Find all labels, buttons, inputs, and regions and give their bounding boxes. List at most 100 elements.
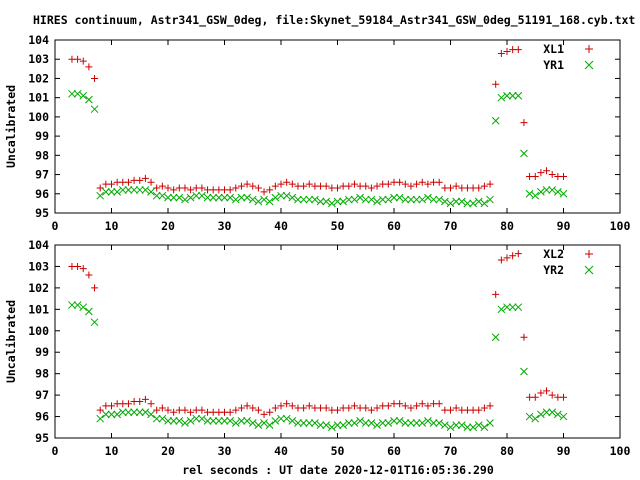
data-point [440,421,449,429]
x-tick-label: 40 [274,219,288,233]
data-point [435,195,444,204]
data-point [553,410,562,419]
data-point [497,305,506,314]
data-point [446,199,455,208]
data-point [520,119,528,127]
data-point [457,197,466,206]
data-point [91,284,99,292]
data-point [548,391,556,399]
data-point [480,199,489,208]
data-point [249,404,257,412]
data-point [531,191,540,200]
data-point [232,184,240,192]
data-point [135,408,144,417]
data-point [266,408,274,416]
data-point [514,46,522,54]
data-point [356,193,364,202]
data-point [492,290,500,298]
data-point [141,174,149,182]
data-point [480,423,489,432]
data-point [288,416,297,425]
x-tick-label: 90 [557,219,571,233]
data-point [214,193,223,202]
y-tick-label: 100 [28,110,49,124]
data-point [452,182,460,190]
y-tick-label: 99 [35,129,49,143]
data-point [198,414,206,423]
data-point [333,421,342,429]
data-point [265,421,274,429]
data-point [396,400,404,408]
legend-marker [585,250,593,258]
data-point [559,189,568,198]
data-point [503,254,511,262]
y-tick-label: 97 [35,388,49,402]
data-point [294,195,302,204]
x-tick-label: 0 [52,444,59,458]
data-point [514,250,522,258]
series-XL1 [68,46,567,196]
data-point [181,184,189,192]
data-point [514,91,523,100]
chart-panel-bottom: 0 10 20 30 40 50 60 70 80 90 100 95 96 97 98 99 100 101 10… [4,238,630,458]
data-point [311,195,319,204]
data-point [226,186,234,194]
data-point [96,406,104,414]
data-point [390,416,398,425]
data-point [486,419,494,427]
data-point [469,423,477,432]
data-point [181,195,189,204]
data-point [418,195,427,204]
data-point [407,182,415,190]
legend-label: YR1 [543,58,564,72]
data-point [175,193,184,202]
data-point [531,172,539,180]
data-point [277,402,285,410]
data-point [220,416,229,425]
data-point [254,197,263,206]
data-point [203,416,212,425]
data-point [469,199,477,208]
x-tick-label: 40 [274,444,288,458]
data-point [158,191,167,200]
x-tick-label: 10 [105,444,119,458]
x-tick-label: 90 [557,444,571,458]
data-point [101,188,110,196]
data-point [96,414,105,423]
data-point [520,333,528,341]
data-point [153,184,161,192]
data-point [237,193,246,202]
y-tick-label: 99 [35,345,49,359]
data-point [537,169,545,177]
data-point [356,416,364,425]
data-point [447,406,454,414]
data-point [108,402,115,410]
data-point [220,193,229,202]
data-point [520,367,528,376]
data-point [277,180,285,188]
data-point [299,419,308,427]
data-point [158,182,166,190]
data-point [537,389,545,397]
x-tick-label: 10 [105,219,119,233]
data-point [339,421,348,429]
data-point [543,167,551,175]
data-point [181,406,189,414]
data-point [424,402,432,410]
data-point [384,195,393,204]
data-point [232,406,240,414]
data-point [124,408,133,417]
legend-label: XL1 [543,42,564,56]
y-tick-label: 104 [28,33,49,47]
data-point [463,199,472,208]
data-point [90,105,99,114]
data-point [96,184,104,192]
data-point [266,186,274,194]
data-point [141,395,149,403]
data-point [181,419,189,427]
data-point [147,178,155,186]
data-point [486,402,494,410]
data-point [175,416,184,425]
data-point [373,197,381,206]
data-point [282,414,291,423]
